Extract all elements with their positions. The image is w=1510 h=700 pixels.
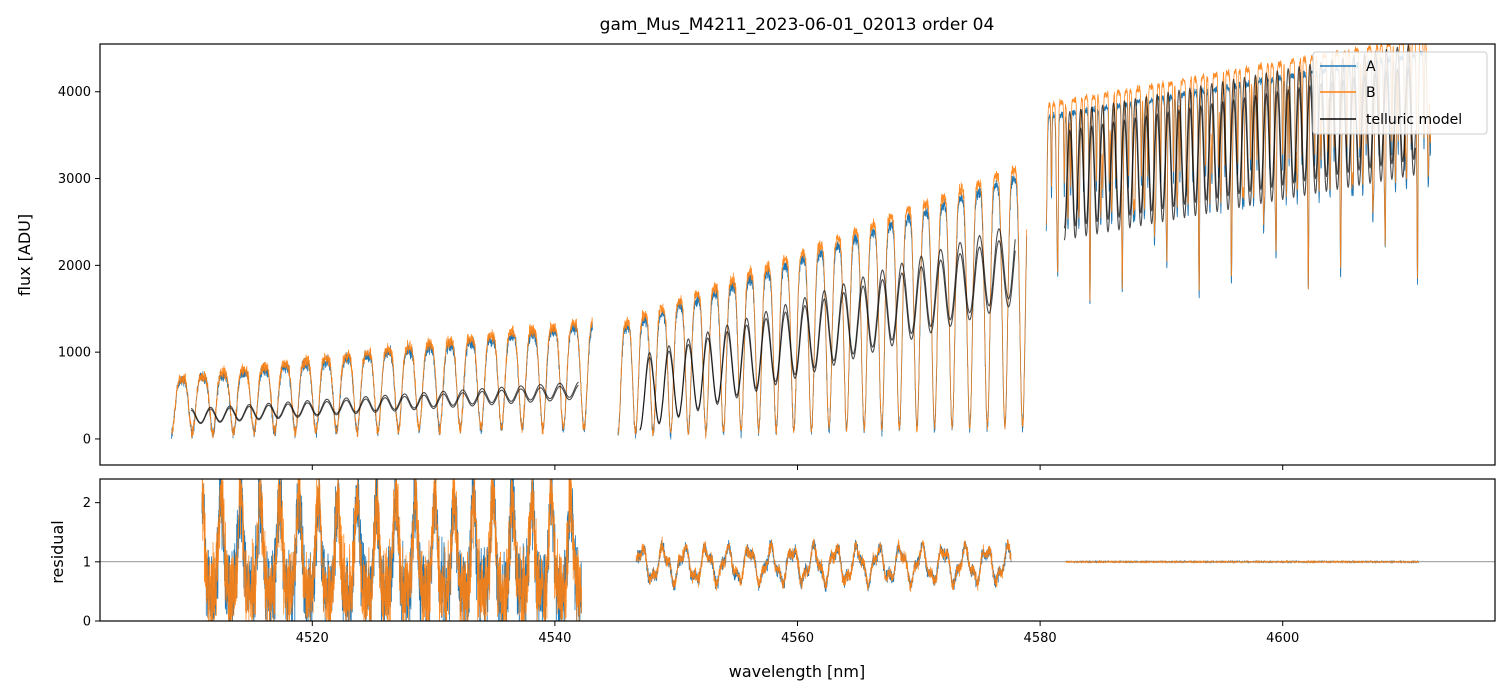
residual-ylabel: residual <box>48 520 67 583</box>
series-b-flux-segment-1 <box>617 165 1028 439</box>
series-b-residual-segment-0 <box>201 479 582 621</box>
residual-ytick-label-1: 1 <box>83 555 91 570</box>
xtick-label-4600: 4600 <box>1266 631 1299 646</box>
xtick-label-4580: 4580 <box>1024 631 1057 646</box>
xtick-label-4520: 4520 <box>296 631 329 646</box>
telluric-model-segment-1-1 <box>639 228 1016 431</box>
xtick-label-4540: 4540 <box>538 631 571 646</box>
flux-panel: 0 1000 2000 3000 4000 flux [ADU] <box>15 43 1496 470</box>
flux-ylabel: flux [ADU] <box>15 214 34 296</box>
flux-ytick-label-1000: 1000 <box>58 346 91 361</box>
legend: A B telluric model <box>1312 51 1488 135</box>
flux-ytick-label-0: 0 <box>83 432 91 447</box>
series-b-residual-segment-2 <box>1065 559 1419 565</box>
legend-box <box>1312 51 1488 135</box>
chart-title: gam_Mus_M4211_2023-06-01_02013 order 04 <box>600 15 995 35</box>
legend-label-b: B <box>1366 85 1376 101</box>
residual-ytick-label-0: 0 <box>83 615 91 630</box>
legend-label-telluric: telluric model <box>1366 112 1462 128</box>
x-axis-label: wavelength [nm] <box>729 662 866 681</box>
telluric-model-segment-0-0 <box>190 384 579 425</box>
xtick-label-4560: 4560 <box>781 631 814 646</box>
telluric-model-segment-2-0 <box>1063 67 1417 241</box>
flux-ytick-label-4000: 4000 <box>58 85 91 100</box>
legend-label-a: A <box>1366 59 1376 75</box>
flux-ytick-label-2000: 2000 <box>58 259 91 274</box>
residual-panel: 0 1 2 4520 4540 4560 4580 4600 residual <box>48 478 1496 646</box>
series-b-residual-segment-1 <box>635 536 1012 592</box>
flux-ytick-label-3000: 3000 <box>58 172 91 187</box>
telluric-model-segment-0-1 <box>190 381 579 424</box>
residual-ytick-label-2: 2 <box>83 496 91 511</box>
series-b-flux-segment-0 <box>171 317 593 439</box>
